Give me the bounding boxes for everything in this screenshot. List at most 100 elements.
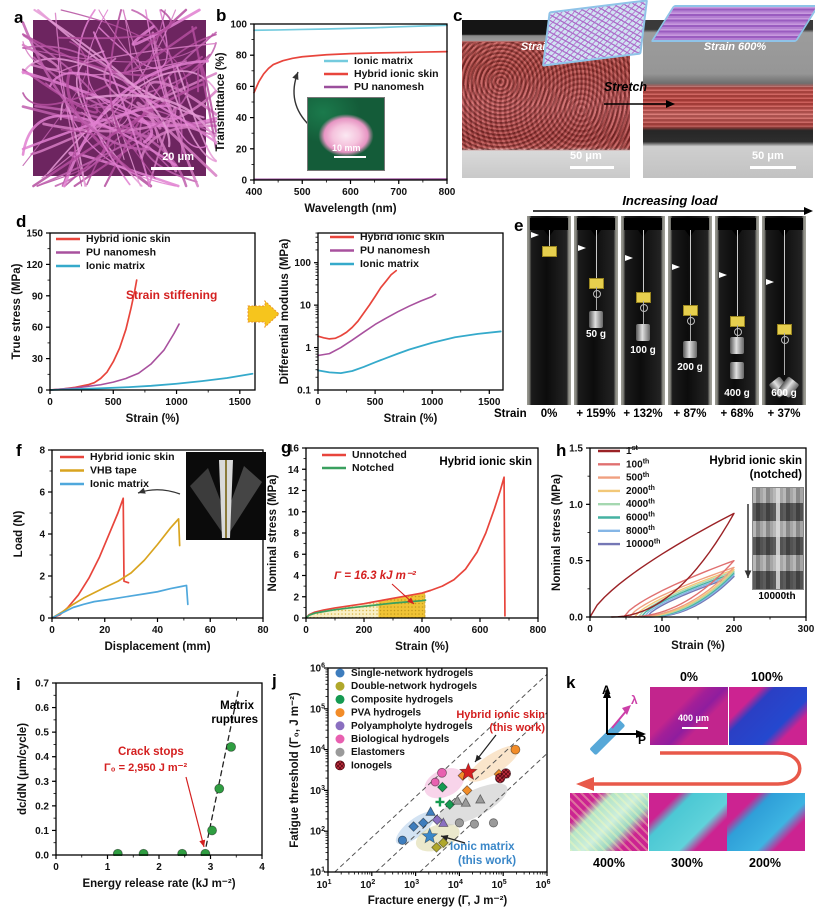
svg-text:Notched: Notched <box>352 462 394 474</box>
svg-text:Hybrid ionic skin: Hybrid ionic skin <box>456 709 545 721</box>
svg-text:PU nanomesh: PU nanomesh <box>354 81 424 93</box>
svg-text:100: 100 <box>230 20 247 31</box>
svg-text:Ionic matrix: Ionic matrix <box>86 260 145 272</box>
svg-text:1500: 1500 <box>229 397 252 408</box>
hook-wire <box>784 332 786 375</box>
sample-wire <box>643 230 645 292</box>
polarizer-axis-label: P <box>638 733 646 747</box>
weight-1 <box>636 323 650 341</box>
svg-text:Transmittance (%): Transmittance (%) <box>215 52 227 151</box>
sample-wire <box>549 230 551 247</box>
crack-line <box>776 488 780 589</box>
svg-text:0: 0 <box>303 625 309 636</box>
svg-text:(this work): (this work) <box>458 855 516 867</box>
sem-texture <box>643 86 813 128</box>
strain-value-4: + 68% <box>720 408 754 420</box>
inset-cycle-label: 10000th <box>758 591 796 602</box>
scale-bar-label-c-left: 50 μm <box>570 150 602 162</box>
svg-text:2: 2 <box>293 592 299 603</box>
pom-label-100pct: 100% <box>751 670 783 684</box>
weight-label: 50 g <box>585 329 606 341</box>
weight-2 <box>730 361 744 379</box>
sem-cross-section-600pct <box>643 20 813 178</box>
load-test-photo-6: 600 g <box>762 216 806 405</box>
svg-text:100: 100 <box>294 258 311 269</box>
svg-text:True stress (MPa): True stress (MPa) <box>11 263 23 359</box>
svg-text:Composite hydrogels: Composite hydrogels <box>351 694 454 705</box>
weight-label: 600 g <box>771 387 797 399</box>
pom-label-400pct: 400% <box>593 856 625 870</box>
panel-label-c: c <box>453 6 463 25</box>
scale-bar-a <box>151 167 194 170</box>
strain-value-5: + 37% <box>767 408 801 420</box>
sample-wire <box>784 230 786 324</box>
svg-text:500: 500 <box>294 187 311 198</box>
svg-text:20: 20 <box>236 144 248 155</box>
weight-1 <box>589 310 603 328</box>
svg-text:Hybrid ionic skin: Hybrid ionic skin <box>439 456 532 468</box>
svg-text:400: 400 <box>246 187 263 198</box>
svg-text:PU nanomesh: PU nanomesh <box>86 247 156 259</box>
strain-value-3: + 87% <box>673 408 707 420</box>
svg-text:Ionic matrix: Ionic matrix <box>360 258 419 270</box>
cyclic-fatigue-chart: 0 100 200 300 0.0 0.5 1.0 1.5 Strain (%) Nominal … <box>551 444 815 653</box>
svg-text:4: 4 <box>39 530 45 541</box>
svg-text:1000: 1000 <box>165 397 188 408</box>
binder-clip-icon <box>530 218 568 230</box>
sample-tag <box>542 246 557 258</box>
svg-text:500: 500 <box>105 397 122 408</box>
svg-text:2: 2 <box>39 572 45 583</box>
svg-text:1st: 1st <box>626 445 638 457</box>
pom-image-400pct <box>570 793 648 851</box>
hook-icon <box>780 335 789 344</box>
svg-text:Displacement (mm): Displacement (mm) <box>104 641 210 653</box>
svg-text:16: 16 <box>288 444 300 455</box>
svg-text:8: 8 <box>39 446 45 457</box>
panel-label-k: k <box>566 673 576 692</box>
pointer-arrow-icon <box>766 279 774 286</box>
pom-label-300pct: 300% <box>671 856 703 870</box>
load-test-photo-1 <box>527 216 571 405</box>
panel-label-b: b <box>216 6 227 25</box>
svg-text:6: 6 <box>39 488 45 499</box>
svg-text:60: 60 <box>32 323 44 334</box>
svg-text:2: 2 <box>156 862 162 873</box>
svg-text:Energy release rate (kJ m⁻²): Energy release rate (kJ m⁻²) <box>82 878 235 890</box>
svg-text:103: 103 <box>310 785 325 797</box>
svg-text:10: 10 <box>300 301 312 312</box>
svg-text:(this work): (this work) <box>489 722 545 734</box>
load-displacement-chart: 0 20 40 60 80 0 2 4 6 8 Displacement (mm) Load (N) H… <box>13 446 269 654</box>
hook-icon <box>592 290 601 299</box>
scale-bar-c-left <box>570 166 614 169</box>
sequence-arrow <box>576 751 802 791</box>
svg-text:Fracture energy (Γ, J m⁻²): Fracture energy (Γ, J m⁻²) <box>368 895 508 907</box>
hook-wire <box>690 313 692 341</box>
scale-bar-label-a: 20 μm <box>162 151 194 163</box>
svg-text:Single-network hydrogels: Single-network hydrogels <box>351 668 474 679</box>
svg-text:ruptures: ruptures <box>211 714 258 726</box>
svg-text:Polyampholyte hydrogels: Polyampholyte hydrogels <box>351 721 473 732</box>
fracture-energy-chart: 0 200 400 600 800 0 2 4 6 8 10 12 14 16 Strain (%) Nomi… <box>267 444 547 654</box>
svg-text:101: 101 <box>316 879 331 891</box>
scale-bar-b-inset <box>334 156 366 158</box>
svg-text:Unnotched: Unnotched <box>352 449 407 461</box>
svg-text:600: 600 <box>342 187 359 198</box>
svg-text:40: 40 <box>236 113 248 124</box>
svg-text:60: 60 <box>205 625 217 636</box>
binder-clip-icon <box>577 218 615 230</box>
svg-text:102: 102 <box>310 826 325 838</box>
panel-label-h: h <box>556 441 567 460</box>
svg-text:0.4: 0.4 <box>35 752 49 763</box>
nanomesh-schematic-relaxed <box>541 0 649 67</box>
svg-text:1.5: 1.5 <box>569 444 583 455</box>
increasing-load-arrow <box>533 207 813 215</box>
svg-text:1000: 1000 <box>421 397 444 408</box>
svg-text:Strain (%): Strain (%) <box>126 413 180 425</box>
svg-text:Double-network hydrogels: Double-network hydrogels <box>351 681 478 692</box>
pom-label-0pct: 0% <box>679 670 699 684</box>
svg-text:Differential modulus (MPa): Differential modulus (MPa) <box>279 238 291 384</box>
binder-clip-icon <box>624 218 662 230</box>
pom-image-100pct <box>729 687 807 745</box>
lambda-axis-label: λ <box>631 693 638 707</box>
